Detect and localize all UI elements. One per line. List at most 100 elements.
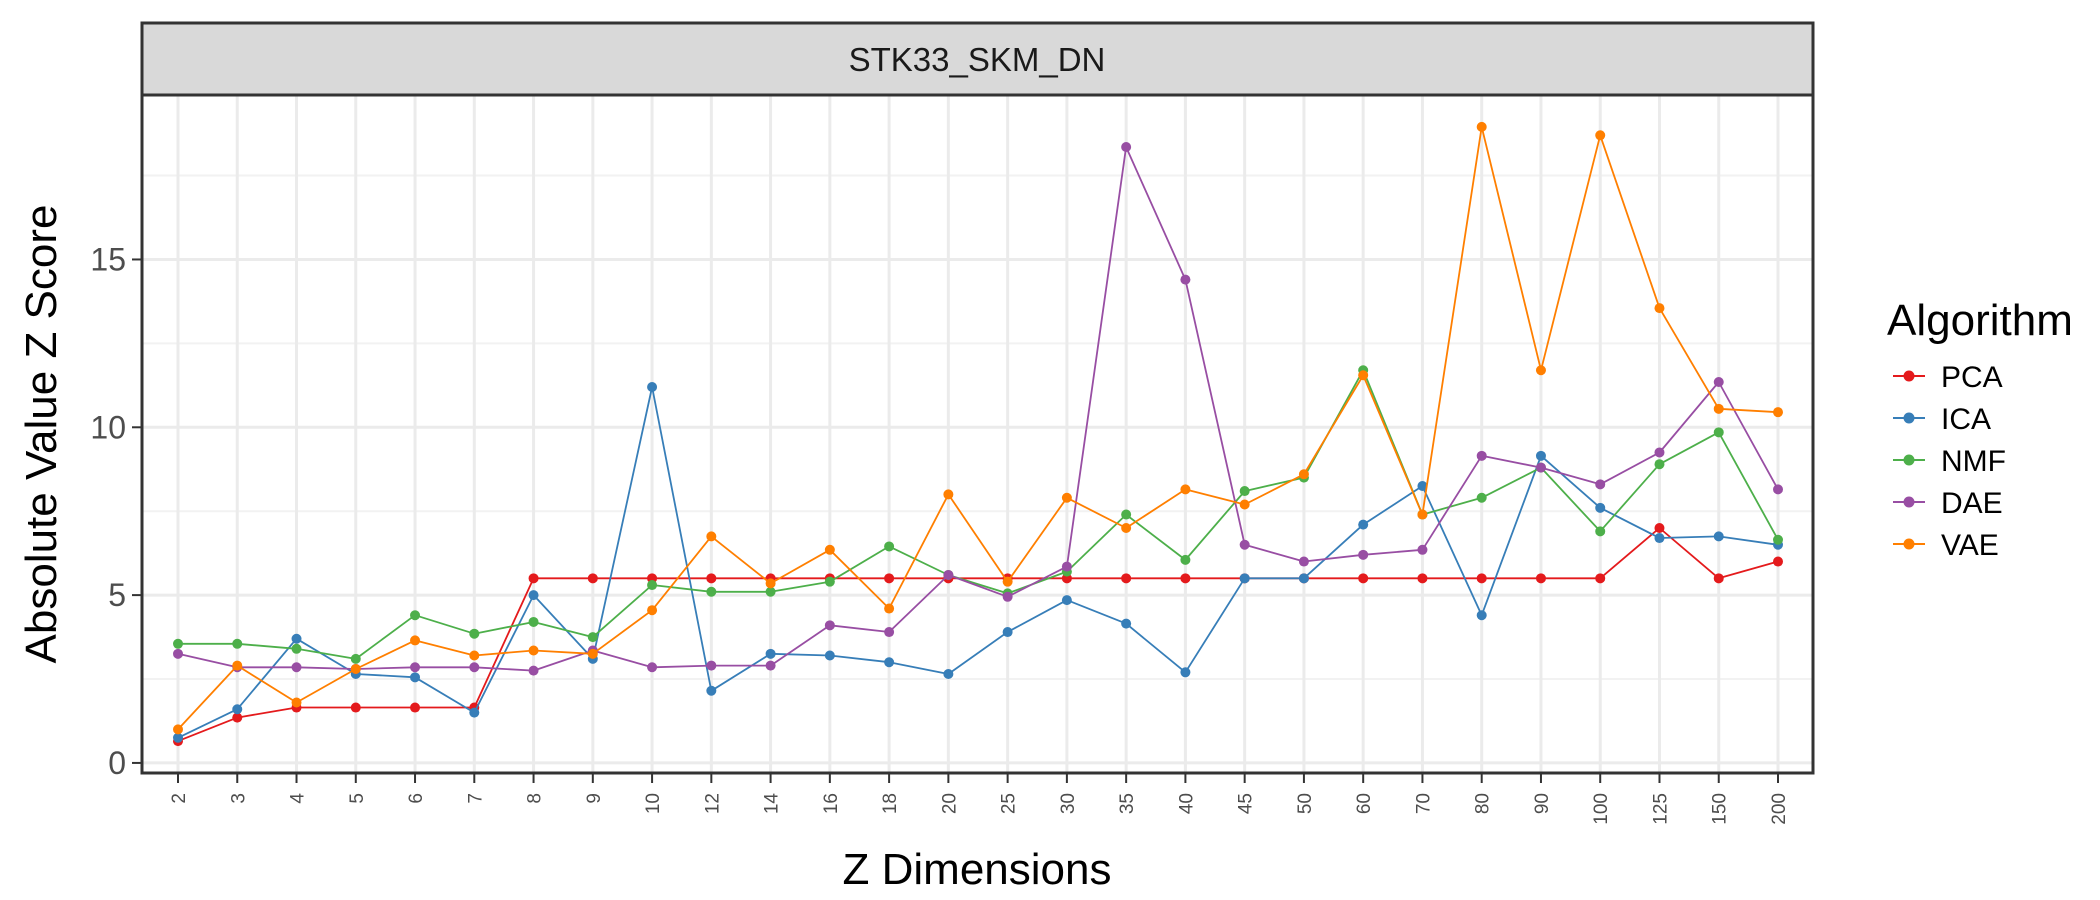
x-tick-label: 2	[169, 793, 190, 804]
plot-panel	[142, 95, 1813, 773]
data-point-ica	[647, 382, 658, 393]
data-point-nmf	[1773, 534, 1783, 545]
x-tick-label: 200	[1769, 793, 1790, 825]
data-point-vae	[1417, 509, 1428, 520]
data-point-dae	[1654, 447, 1665, 458]
data-point-ica	[291, 633, 302, 644]
data-point-ica	[1239, 573, 1250, 584]
data-point-dae	[291, 662, 302, 673]
legend-label: PCA	[1941, 361, 2003, 394]
series-layer	[173, 121, 1783, 747]
data-point-nmf	[232, 638, 243, 649]
legend-title: Algorithm	[1887, 296, 2073, 345]
legend-item-vae: VAE	[1893, 529, 1999, 562]
chart-title: STK33_SKM_DN	[849, 41, 1106, 78]
data-point-nmf	[1239, 486, 1250, 497]
legend-item-pca: PCA	[1893, 361, 2003, 394]
data-point-vae	[1298, 469, 1309, 480]
data-point-dae	[884, 627, 895, 638]
data-point-vae	[884, 603, 895, 614]
data-point-ica	[528, 590, 539, 601]
data-point-vae	[173, 724, 183, 735]
y-tick-label: 10	[90, 409, 126, 445]
data-point-nmf	[350, 653, 361, 664]
data-point-ica	[1121, 618, 1132, 629]
data-point-dae	[1121, 142, 1132, 153]
data-point-nmf	[647, 580, 658, 591]
x-tick-label: 6	[406, 793, 427, 804]
data-point-vae	[1002, 576, 1013, 587]
facet-strip	[140, 21, 1815, 97]
y-tick-label: 5	[108, 577, 126, 613]
data-point-ica	[1002, 627, 1013, 638]
x-tick-label: 8	[525, 793, 546, 804]
data-point-pca	[1595, 573, 1606, 584]
x-tick-label: 80	[1473, 793, 1494, 814]
data-point-vae	[350, 663, 361, 674]
data-point-ica	[410, 672, 421, 683]
legend-item-dae: DAE	[1893, 487, 2003, 520]
data-point-ica	[1298, 573, 1309, 584]
legend-key-point	[1903, 412, 1915, 424]
data-point-nmf	[291, 643, 302, 654]
x-tick-label: 100	[1591, 793, 1612, 825]
data-point-vae	[1061, 492, 1072, 503]
data-point-nmf	[884, 541, 895, 552]
data-point-pca	[1180, 573, 1191, 584]
legend: PCA ICA NMF DAE VAE	[1893, 361, 2006, 562]
legend-label: DAE	[1941, 487, 2003, 520]
data-point-vae	[1476, 121, 1487, 132]
data-point-nmf	[706, 586, 717, 597]
x-tick-label: 4	[288, 793, 309, 804]
x-tick-label: 125	[1650, 793, 1671, 825]
data-point-nmf	[173, 638, 183, 649]
data-point-vae	[943, 489, 954, 500]
data-point-vae	[1773, 407, 1783, 418]
legend-key-point	[1903, 454, 1915, 466]
data-point-ica	[469, 707, 480, 718]
series-vae	[173, 121, 1783, 735]
data-point-ica	[706, 685, 717, 696]
data-point-ica	[1358, 519, 1369, 530]
data-point-ica	[1417, 481, 1428, 492]
data-point-dae	[1595, 479, 1606, 490]
data-point-pca	[706, 573, 717, 584]
data-point-dae	[1417, 544, 1428, 555]
data-point-dae	[469, 662, 480, 673]
data-point-nmf	[528, 616, 539, 627]
data-point-ica	[1180, 667, 1191, 678]
series-line-nmf	[178, 369, 1779, 660]
series-line-ica	[177, 386, 1779, 739]
data-point-vae	[528, 645, 539, 656]
data-point-pca	[1417, 573, 1428, 584]
data-point-dae	[765, 660, 776, 671]
x-tick-label: 18	[880, 793, 901, 814]
data-point-vae	[1358, 370, 1369, 381]
data-point-dae	[1773, 484, 1783, 495]
data-point-vae	[824, 544, 835, 555]
data-point-pca	[884, 573, 895, 584]
data-point-nmf	[1713, 427, 1724, 438]
data-point-nmf	[410, 610, 421, 621]
legend-label: NMF	[1941, 445, 2006, 478]
y-tick-label: 15	[90, 241, 126, 277]
x-tick-label: 25	[999, 793, 1020, 814]
x-tick-label: 150	[1710, 793, 1731, 825]
x-tick-label: 60	[1354, 793, 1375, 814]
x-tick-label: 12	[702, 793, 723, 814]
x-tick-label: 14	[762, 793, 783, 815]
data-point-vae	[1535, 365, 1546, 376]
data-point-vae	[1239, 499, 1250, 510]
x-tick-label: 70	[1413, 793, 1434, 814]
data-point-ica	[232, 704, 243, 715]
data-point-dae	[410, 662, 421, 673]
data-point-dae	[1002, 591, 1013, 602]
data-point-pca	[1121, 573, 1132, 584]
y-axis-title: Absolute Value Z Score	[17, 205, 66, 664]
data-point-pca	[1654, 522, 1665, 533]
data-point-pca	[1773, 556, 1783, 567]
data-point-pca	[1358, 573, 1369, 584]
data-point-dae	[1535, 462, 1546, 473]
data-point-dae	[647, 662, 658, 673]
data-point-pca	[1713, 573, 1724, 584]
